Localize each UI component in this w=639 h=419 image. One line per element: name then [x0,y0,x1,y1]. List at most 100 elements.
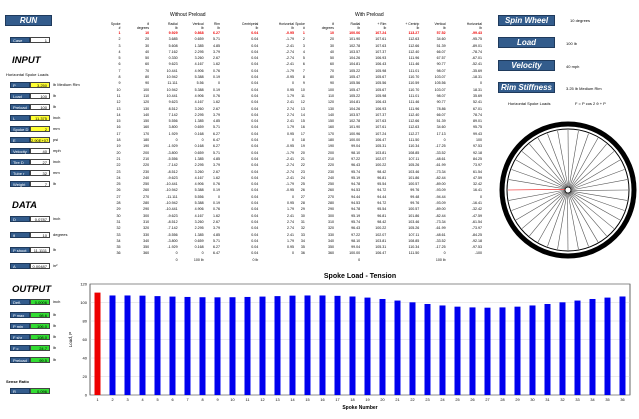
table-cell: 0.04 [251,188,259,193]
spin-wheel-button[interactable]: Spin Wheel [498,15,555,26]
table-cell: -10.942 [165,201,178,206]
table-cell: 32 [116,226,121,231]
table-cell: 105.56 [375,81,387,86]
table-header-cell: + Centrip [405,22,420,26]
table-cell: 7 [302,68,305,73]
spoke-line [557,130,569,188]
table-cell: 3.260 [194,219,204,224]
table-cell: 95.54 [377,207,387,212]
table-header-cell: Radial [168,22,178,26]
input-field-tube-r[interactable]: 32 [30,170,50,176]
input-field-l[interactable]: 11.375 [30,115,50,121]
output-unit-defl: inch [53,299,61,304]
table-cell: -3.800 [167,238,178,243]
bar-spoke-25 [454,306,461,395]
table-row: 7 70 105.22 105.98 111.01 98.07 -35.69 [282,68,482,74]
table-cell: 190 [143,144,150,149]
table-row: 16 160 101.90 107.61 112.63 34.60 95.75 [282,124,482,130]
table-cell: 61.54 [473,169,482,174]
output-label-f-c: F c [10,345,30,351]
table-cell: 107.37 [375,112,387,117]
table-cell: 0.95 [287,87,294,92]
table-cell: 100 [143,87,150,92]
x-tick-label: 12 [260,398,264,402]
table-cell: -9.623 [167,175,178,180]
table-cell: 5.71 [212,37,220,42]
spoke-line [568,130,579,188]
spoke-line [557,192,568,250]
table-cell: 0.04 [251,31,259,35]
table-cell: 0.04 [251,144,259,149]
table-row: 36 360 100.00 106.47 111.50 0 -100 [282,250,482,256]
bar-spoke-32 [559,302,566,395]
table-cell: 0 [175,138,178,143]
table-cell: -89.00 [435,207,446,212]
table-cell: 1.79 [287,207,294,212]
table-cell: 150 [328,119,335,124]
table-cell: -67.01 [471,56,482,61]
table-cell: -61.99 [435,163,446,168]
rim-stiffness-button[interactable]: Rim Stiffness [498,82,555,93]
table-cell: 107.24 [375,31,387,35]
run-button[interactable]: RUN [5,15,52,26]
data-unit-4: in² [53,263,58,268]
table-cell: 105.67 [375,75,387,80]
table-cell: 0.04 [251,49,259,54]
bar-spoke-17 [334,295,341,395]
table-cell: 0.04 [251,37,259,42]
input-field-preload[interactable]: 100 [30,104,50,110]
table-cell: 34.60 [436,37,446,42]
input-field-velocity[interactable]: 40 [30,148,50,154]
table-cell: 34 [116,238,121,243]
table-cell: -2.74 [285,169,294,174]
table-cell: 36 [116,251,121,256]
x-tick-label: 11 [246,398,250,402]
bar-spoke-9 [214,297,221,395]
table-row: 2 20 101.90 107.61 112.63 34.60 -95.75 [282,36,482,42]
table-row: 24 240 -9.623 4.167 1.62 0.04 -2.41 [98,175,294,181]
bar-spoke-13 [274,296,281,395]
table-cell: 100.00 [349,251,361,256]
table-cell: 18 [300,138,305,143]
table-row: 9 90 105.56 105.56 110.59 105.56 0 [282,80,482,86]
input-field-spoke-d[interactable]: 2 [30,126,50,132]
bar-spoke-16 [319,295,326,395]
table-cell: 98.07 [436,68,446,73]
table-cell: -92.18 [471,238,482,243]
input-field-weight[interactable]: 7 [30,181,50,187]
output-label-f-shr: F shr [10,334,30,340]
load-button[interactable]: Load [498,37,555,48]
table-cell: 95.19 [351,175,361,180]
bar-spoke-1 [94,292,101,395]
tire-ring [499,121,637,259]
case-input[interactable]: 1 [30,37,50,43]
table-cell: 92.18 [473,150,482,155]
table-sum-cell [305,257,334,263]
table-row: 9 90 11.111 5.56 0 0.04 0 [98,80,294,86]
table-cell: 102.78 [349,119,361,124]
input-field-load[interactable]: 100 [30,93,50,99]
table-cell: 240 [143,175,150,180]
table-row: 25 250 94.78 95.54 100.57 -89.00 32.42 [282,181,482,187]
table-cell: 7.162 [168,49,178,54]
spoke-line [570,143,607,189]
table-sum-cell: 100 lb [435,257,446,262]
data-unit-3: lb [53,247,57,252]
table-cell: 0 [443,138,446,143]
table-cell: 40 [330,49,335,54]
table-cell: 6.47 [212,251,220,256]
table-row: 32 320 96.43 100.22 105.26 -61.99 -73.97 [282,225,482,231]
table-cell: 160 [328,125,335,130]
table-cell: 0.04 [251,226,259,231]
table-cell: 106.43 [375,62,387,67]
velocity-value: 40 mph [566,64,580,69]
input-field-p[interactable]: 3,250 [30,82,50,88]
bar-spoke-24 [439,305,446,395]
table-cell: 3.685 [168,37,178,42]
input-field-tire-d[interactable]: 27 [30,159,50,165]
table-row: 15 150 102.78 107.63 112.66 51.39 89.01 [282,118,482,124]
input-field-e[interactable]: 2.90E+07 [30,137,50,143]
table-cell: -8.512 [167,169,178,174]
data-value-2: 10 [30,232,50,238]
velocity-button[interactable]: Velocity [498,60,555,71]
